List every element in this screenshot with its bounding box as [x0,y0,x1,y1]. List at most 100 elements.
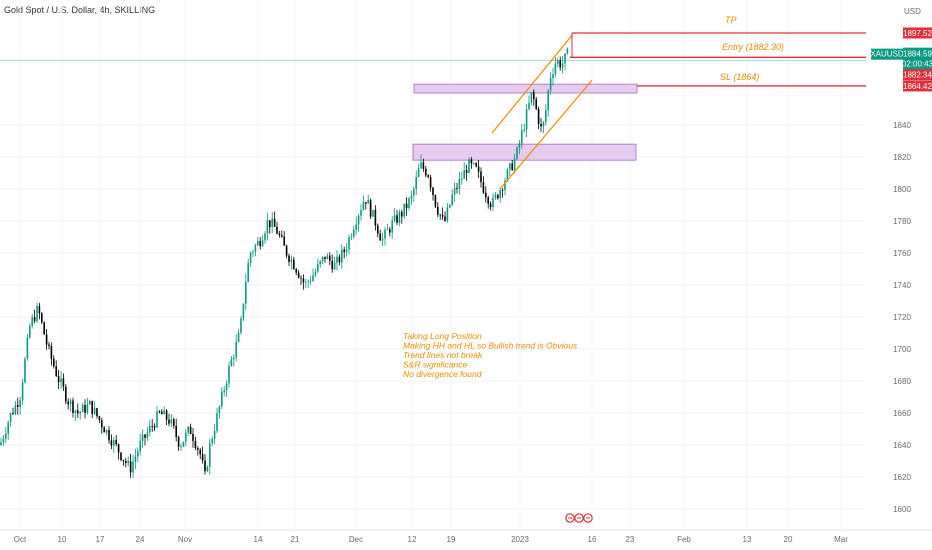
candle-body [381,238,384,241]
candle-body [473,163,475,164]
candle-body [489,203,492,208]
candle-body [458,178,461,189]
candle-body [309,280,312,282]
candle-body [545,110,547,123]
candle-body [105,429,108,433]
candle-body [362,202,365,210]
candle-body [530,92,533,103]
candle-body [185,432,187,442]
candle-body [137,451,139,457]
candle-body [513,158,516,171]
candle-body [437,206,439,215]
analysis-note: S&R significance [403,360,468,370]
candle-body [259,240,261,247]
candle-body [285,245,288,256]
candle-body [465,169,468,173]
candle-body [33,317,36,322]
candle-body [528,102,530,110]
candle-body [393,215,396,221]
candle-body [96,408,98,417]
candle-body [429,177,432,188]
candle-body [497,194,499,199]
candle-body [103,427,105,433]
event-icons[interactable] [565,513,593,523]
candle-body [353,229,355,237]
time-axis[interactable]: Oct 10 17 24 Nov 14 21 Dec 12 19 2023 16 23 Feb 13 20 Ma… [0,529,932,544]
x-tick-label: 16 [588,535,597,544]
current-price-value: 1884.59 [903,50,932,59]
candle-body [29,325,31,338]
candle-body [456,188,458,189]
candle-body [98,416,101,421]
candle-body [302,278,305,283]
candle-body [216,413,218,431]
candle-body [24,358,26,383]
candle-body [506,169,509,181]
candle-body [38,306,41,314]
candle-body [177,436,180,447]
candle-body [552,74,554,79]
candle-body [151,426,153,427]
candle-body [86,404,89,413]
candle-body [146,432,149,438]
candle-body [249,252,252,264]
candle-body [206,466,209,472]
candle-body [254,245,257,252]
x-tick-label: 2023 [511,535,529,544]
candle-body [245,281,247,304]
candle-body [542,122,545,127]
candle-body [281,235,283,237]
y-tick-label: 1660 [893,409,911,418]
candle-body [108,429,110,441]
trend-channel [491,35,593,190]
candle-body [218,406,221,414]
candle-body [235,341,237,358]
candle-body [422,162,425,169]
candle-body [453,188,456,195]
candle-body [36,306,38,322]
y-tick-label: 1760 [893,249,911,258]
candle-body [295,269,297,273]
analysis-note: Taking Long Position [403,331,482,341]
x-tick-label: 12 [408,535,417,544]
candle-body [129,460,132,473]
candle-body [189,426,192,434]
price-axis[interactable]: USD 1600 1620 1640 1660 1680 1700 1720 1740 1760 1… [893,7,921,514]
candle-body [386,229,389,231]
y-tick-label: 1700 [893,345,911,354]
candle-body [110,440,113,446]
candle-body [312,275,314,281]
candle-body [561,63,564,68]
candle-body [341,249,343,263]
candle-body [161,411,163,415]
symbol-tag-label: XAUUSD [870,50,904,59]
candle-body [415,176,417,190]
candle-body [223,390,225,392]
candle-body [444,216,446,221]
x-tick-label: Mar [834,535,848,544]
x-tick-label: Oct [14,535,27,544]
candle-body [117,444,120,453]
support-resistance-zones [412,83,638,161]
level-tp-label: TP [725,15,737,25]
candle-body [494,194,497,198]
price-tag-label: 1882.34 [903,71,932,80]
candle-body [141,434,144,442]
candle-body [127,460,129,464]
x-tick-label: 17 [96,535,105,544]
candle-body [165,410,168,420]
y-tick-label: 1820 [893,153,911,162]
candle-body [120,452,122,460]
candle-body [211,439,213,444]
candle-body [67,401,69,405]
candle-body [122,459,125,461]
channel-lower-line [499,79,593,190]
candle-body [477,166,480,172]
candle-body [14,405,17,414]
candle-body [21,382,24,401]
candle-body [125,460,127,464]
candle-body [62,378,65,387]
candle-body [252,251,254,253]
